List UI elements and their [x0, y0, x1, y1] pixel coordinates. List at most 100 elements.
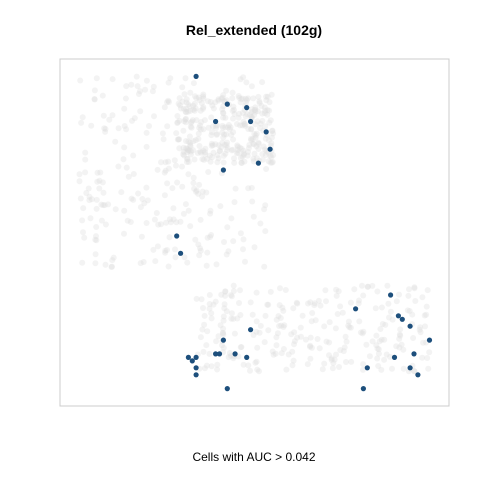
background-cell-point [181, 254, 188, 261]
background-cell-point [109, 263, 115, 270]
background-cell-point [396, 291, 402, 298]
background-cell-point [221, 131, 228, 138]
background-cell-point [121, 105, 128, 112]
background-cell-point [360, 366, 366, 373]
background-cell-point [230, 288, 237, 294]
background-cell-point [213, 122, 219, 129]
background-cell-point [277, 315, 284, 321]
highlighted-cell-point [193, 365, 199, 371]
background-cell-point [220, 92, 227, 99]
background-cell-point [192, 105, 199, 112]
background-cell-point [225, 354, 232, 361]
background-cell-point [140, 259, 147, 265]
background-cell-point [146, 123, 152, 129]
background-cell-point [411, 368, 418, 375]
background-cell-point [219, 106, 226, 113]
background-cell-point [256, 100, 263, 106]
background-cell-point [210, 149, 217, 156]
background-cell-point [195, 130, 202, 137]
background-cell-point [180, 151, 187, 158]
background-cell-point [248, 114, 255, 121]
background-cell-point [212, 141, 219, 148]
background-cell-point [176, 145, 183, 152]
background-cell-point [360, 361, 367, 368]
background-cell-point [123, 126, 130, 133]
background-cell-point [396, 335, 403, 342]
background-cell-point [328, 356, 335, 363]
background-cell-point [289, 348, 296, 355]
background-cell-point [348, 358, 355, 365]
background-cell-point [164, 99, 170, 106]
background-cell-point [248, 109, 255, 115]
background-cell-point [245, 362, 252, 369]
background-cell-point [252, 121, 259, 128]
background-cell-point [153, 210, 160, 216]
background-cell-point [248, 125, 255, 132]
background-cell-point [123, 83, 130, 90]
background-cell-point [378, 366, 385, 373]
background-cell-point [247, 367, 253, 374]
highlighted-cell-point [174, 233, 180, 239]
background-cell-point [396, 331, 403, 338]
background-cell-point [162, 159, 169, 166]
background-cell-point [91, 96, 98, 102]
background-cell-point [203, 342, 210, 349]
background-cell-point [176, 117, 183, 124]
background-cell-point [411, 285, 418, 292]
background-cell-point [139, 196, 146, 202]
background-cell-point [328, 355, 335, 362]
background-cell-point [172, 254, 179, 261]
background-cell-point [240, 74, 247, 81]
background-cell-point [164, 123, 171, 130]
background-cell-point [269, 128, 276, 134]
background-cell-point [406, 286, 412, 293]
background-cell-point [245, 95, 252, 102]
background-cell-point [267, 152, 274, 159]
background-cell-point [419, 354, 426, 361]
background-cell-point [184, 156, 191, 162]
background-cell-point [417, 329, 424, 336]
background-cell-point [206, 301, 213, 307]
highlighted-cell-point [353, 306, 359, 312]
background-cell-point [130, 171, 137, 177]
background-cell-point [199, 193, 206, 200]
background-cell-point [345, 318, 352, 325]
background-cell-point [256, 329, 263, 336]
background-cell-point [192, 236, 199, 243]
background-cell-point [302, 336, 309, 343]
background-cell-point [98, 201, 105, 208]
background-cell-point [220, 114, 227, 121]
background-cell-point [173, 162, 179, 169]
background-cell-point [187, 89, 194, 96]
background-cell-point [158, 221, 164, 228]
background-cell-point [152, 258, 159, 265]
background-cell-point [123, 164, 130, 171]
background-cell-point [172, 246, 178, 253]
background-cell-point [257, 125, 263, 131]
background-cell-point [185, 101, 192, 108]
background-cell-point [250, 158, 257, 165]
background-cell-point [239, 95, 246, 102]
background-cell-point [259, 117, 266, 124]
highlighted-cell-point [224, 101, 230, 107]
background-cell-point [268, 159, 275, 166]
background-cell-point [238, 145, 245, 152]
background-cell-point [179, 183, 186, 190]
background-cell-point [188, 148, 195, 155]
background-cell-point [411, 284, 418, 291]
background-cell-point [197, 126, 204, 133]
background-cell-point [381, 336, 388, 343]
background-cell-point [231, 155, 237, 162]
background-cell-point [169, 185, 176, 192]
background-cell-point [366, 353, 373, 360]
background-cell-point [202, 145, 209, 152]
background-cell-point [234, 121, 240, 127]
background-cell-point [422, 323, 428, 330]
background-cell-point [276, 323, 283, 329]
background-cell-point [80, 205, 87, 212]
background-cell-point [213, 338, 220, 345]
background-cell-point [130, 152, 137, 159]
background-cell-point [251, 107, 258, 114]
background-cell-point [181, 152, 188, 159]
